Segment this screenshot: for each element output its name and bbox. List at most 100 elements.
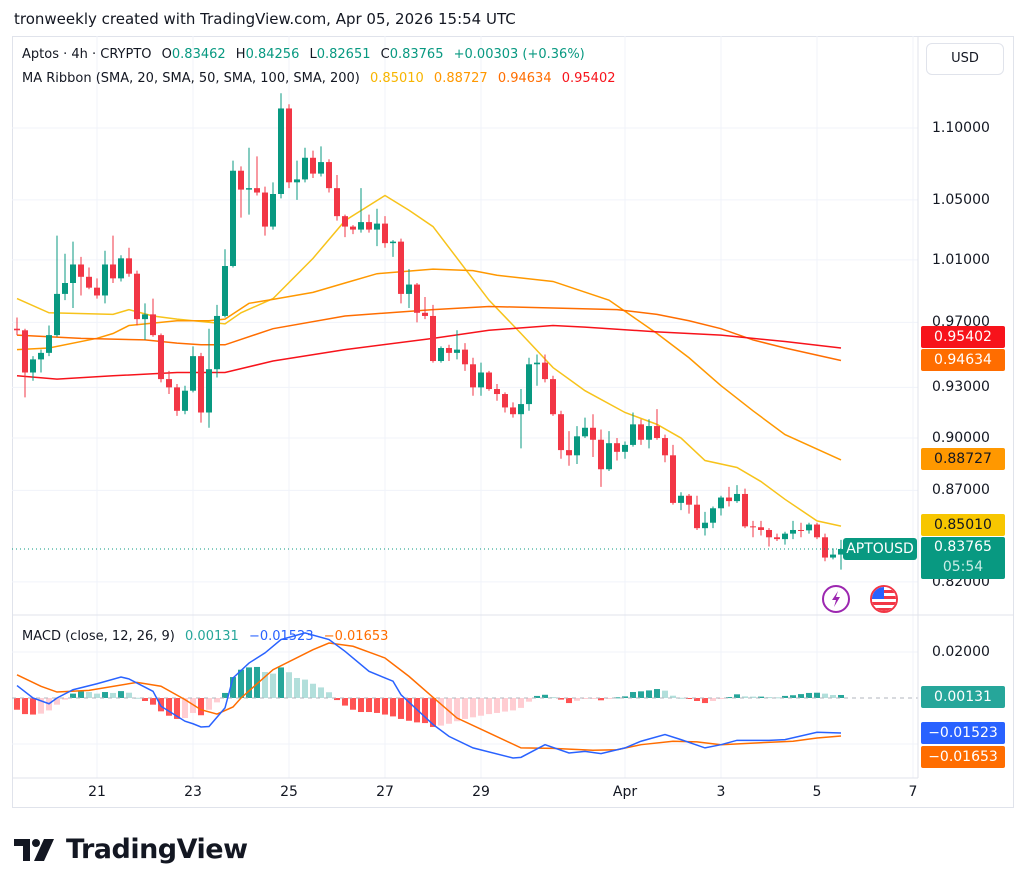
candle-body	[598, 439, 604, 470]
macd-histogram-bar	[486, 698, 492, 715]
candle	[206, 328, 212, 428]
candle	[366, 214, 372, 233]
candle	[822, 533, 828, 562]
candle	[390, 240, 396, 257]
candle-body	[14, 328, 20, 331]
candle-body	[582, 427, 588, 437]
candle-body	[278, 108, 284, 194]
candle	[310, 150, 316, 178]
candle	[278, 93, 284, 199]
candle	[446, 344, 452, 362]
high-value: 0.84256	[245, 47, 300, 62]
logo-text: TradingView	[66, 834, 248, 865]
symbol-legend: Aptos · 4h · CRYPTO O0.83462 H0.84256 L0…	[22, 47, 585, 62]
macd-histogram-bar	[62, 698, 68, 700]
macd-histogram-bar	[70, 693, 76, 698]
macd-histogram-bar	[262, 672, 268, 698]
candle-body	[734, 493, 740, 502]
macd-hist-value: 0.00131	[185, 629, 239, 644]
macd-histogram-bar	[702, 698, 708, 704]
candle-body	[830, 554, 836, 558]
candle	[606, 431, 612, 472]
candle-body	[742, 493, 748, 527]
candle	[190, 346, 196, 393]
macd-histogram-bar	[310, 683, 316, 698]
candle-body	[270, 193, 276, 227]
currency-button[interactable]: USD	[926, 43, 1004, 75]
candle-body	[806, 524, 812, 531]
ma100-line	[16, 305, 842, 362]
candle	[454, 330, 460, 360]
candle	[142, 303, 148, 340]
candle	[398, 238, 404, 304]
candle	[62, 253, 68, 301]
macd-histogram-bar	[206, 698, 212, 710]
macd-hist-label: 0.00131	[921, 686, 1005, 708]
candle	[646, 419, 652, 449]
candle-body	[758, 527, 764, 530]
macd-histogram-bar	[38, 698, 44, 714]
macd-histogram-bar	[230, 677, 236, 698]
candle-body	[550, 379, 556, 415]
lightning-icon[interactable]	[822, 585, 850, 613]
candle-body	[790, 529, 796, 534]
candle-body	[542, 362, 548, 380]
candle	[526, 357, 532, 411]
candle-body	[638, 424, 644, 440]
ma-ribbon-title: MA Ribbon (SMA, 20, SMA, 50, SMA, 100, S…	[22, 71, 360, 86]
candle-body	[126, 258, 132, 274]
candle-body	[694, 504, 700, 529]
candle	[22, 328, 28, 398]
tradingview-logo[interactable]: TradingView	[14, 834, 248, 865]
price-tick-label: 0.93000	[932, 379, 990, 396]
candle	[182, 385, 188, 415]
macd-histogram-bar	[142, 698, 148, 701]
candle	[78, 256, 84, 296]
date-tick-label: 3	[716, 784, 726, 800]
us-flag-icon[interactable]	[870, 585, 898, 613]
macd-histogram-bar	[526, 698, 532, 702]
candle	[174, 384, 180, 416]
candle-body	[134, 273, 140, 320]
macd-histogram-bar	[814, 692, 820, 698]
date-tick-label: 23	[184, 784, 202, 800]
close-label: C	[380, 47, 390, 62]
macd-histogram-bar	[550, 697, 556, 699]
candle	[574, 426, 580, 465]
candle-body	[302, 157, 308, 180]
candle-body	[662, 438, 668, 456]
macd-histogram-bar	[54, 698, 60, 705]
macd-legend[interactable]: MACD (close, 12, 26, 9) 0.00131 −0.01523…	[22, 629, 388, 644]
price-tick-label: 1.01000	[932, 251, 990, 268]
candle	[542, 354, 548, 383]
ma20-value: 0.85010	[370, 71, 424, 86]
candle-body	[606, 443, 612, 470]
price-tick-label: 0.87000	[932, 482, 990, 499]
macd-histogram-bar	[494, 698, 500, 713]
ma-ribbon-legend[interactable]: MA Ribbon (SMA, 20, SMA, 50, SMA, 100, S…	[22, 71, 616, 86]
candle	[150, 298, 156, 337]
macd-tick-label: 0.02000	[932, 644, 990, 660]
candle	[118, 255, 124, 282]
price-tick-label: 1.10000	[932, 120, 990, 136]
candle	[758, 520, 764, 536]
candle-body	[142, 314, 148, 320]
macd-histogram-bar	[678, 697, 684, 699]
candle	[598, 429, 604, 487]
candle	[198, 352, 204, 423]
macd-histogram-bar	[358, 698, 364, 713]
open-value: 0.83462	[171, 47, 226, 62]
macd-histogram-bar	[350, 698, 356, 710]
candle	[246, 147, 252, 215]
candle-body	[166, 379, 172, 388]
candles	[12, 93, 918, 570]
macd-histogram-bar	[590, 698, 596, 699]
candle	[30, 356, 36, 381]
macd-histogram-bar	[366, 698, 372, 713]
candle	[726, 486, 732, 507]
candle	[670, 444, 676, 505]
macd-histogram-bar	[438, 698, 444, 726]
macd-histogram-bar	[750, 696, 756, 698]
candle	[422, 297, 428, 320]
